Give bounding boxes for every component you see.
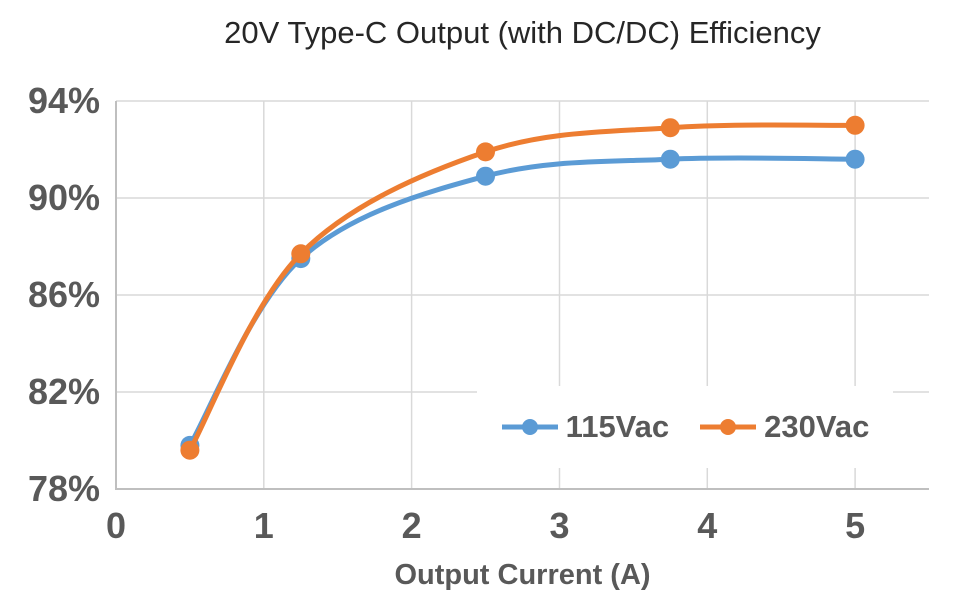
x-tick-label: 4 bbox=[697, 505, 718, 546]
y-tick-label: 78% bbox=[27, 468, 100, 509]
data-point-230vac-5 bbox=[845, 115, 865, 135]
legend-swatch-115vac bbox=[501, 419, 558, 435]
data-point-115vac-5 bbox=[845, 149, 865, 169]
x-tick-label: 2 bbox=[401, 505, 422, 546]
data-point-230vac-3.75 bbox=[660, 118, 680, 138]
legend-item-230vac: 230Vac bbox=[699, 410, 869, 444]
y-axis-labels: 94% 90% 86% 82% 78% bbox=[0, 0, 100, 602]
legend-item-115vac: 115Vac bbox=[501, 410, 669, 444]
data-point-115vac-2.5 bbox=[476, 166, 495, 186]
chart-title: 20V Type-C Output (with DC/DC) Efficienc… bbox=[224, 15, 821, 50]
legend: 115Vac 230Vac bbox=[477, 386, 893, 468]
x-axis-title: Output Current (A) bbox=[394, 559, 651, 591]
legend-swatch-230vac bbox=[700, 419, 757, 435]
legend-marker bbox=[720, 419, 737, 435]
x-tick-label: 0 bbox=[105, 505, 127, 546]
y-tick-label: 82% bbox=[27, 371, 100, 412]
data-point-230vac-1.25 bbox=[291, 244, 311, 264]
x-tick-label: 5 bbox=[845, 505, 866, 546]
y-tick-label: 86% bbox=[27, 274, 100, 315]
legend-label: 230Vac bbox=[764, 409, 870, 444]
x-tick-label: 1 bbox=[253, 505, 274, 546]
data-point-230vac-0.5 bbox=[180, 440, 200, 460]
data-point-115vac-3.75 bbox=[660, 149, 680, 169]
data-point-230vac-2.5 bbox=[476, 142, 495, 162]
x-tick-label: 3 bbox=[549, 505, 570, 546]
y-tick-label: 94% bbox=[27, 80, 100, 121]
legend-label: 115Vac bbox=[565, 409, 670, 444]
legend-marker bbox=[521, 419, 538, 435]
y-tick-label: 90% bbox=[27, 177, 100, 218]
